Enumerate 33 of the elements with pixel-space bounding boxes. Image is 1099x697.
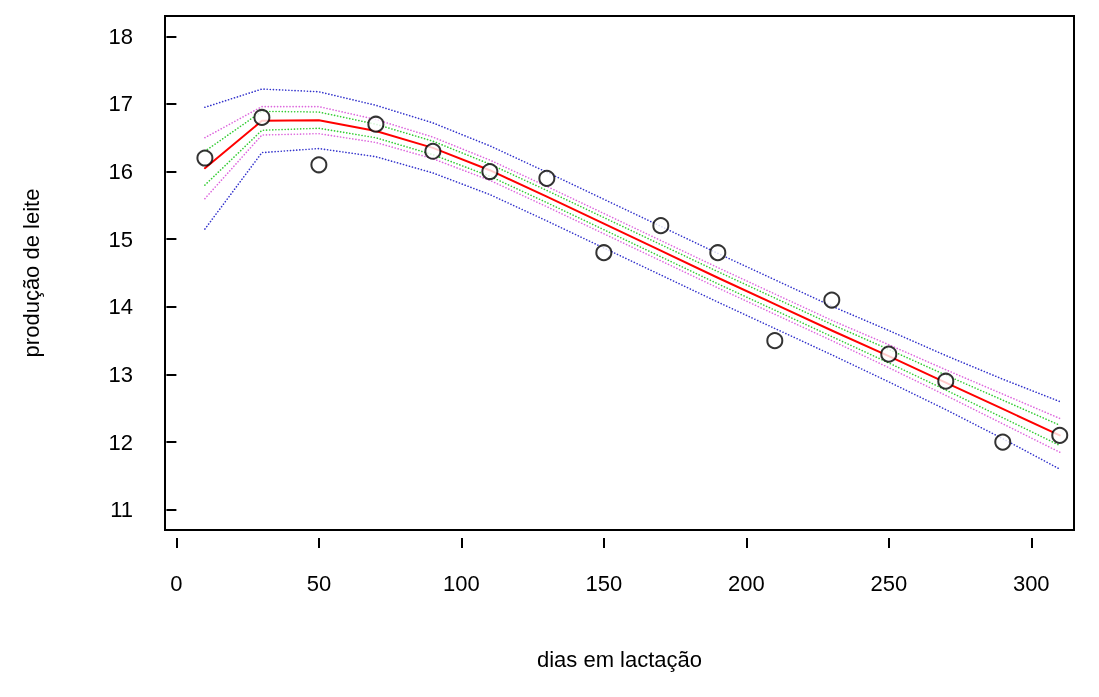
point [652, 217, 670, 235]
point [994, 433, 1012, 451]
point [481, 163, 499, 181]
y-tick-label: 12 [108, 429, 133, 455]
point [595, 244, 613, 262]
y-tick-label: 16 [108, 159, 133, 185]
y-tick-label: 14 [108, 294, 133, 320]
point [709, 244, 727, 262]
y-tick-label: 18 [108, 23, 133, 49]
x-tick-label: 250 [870, 570, 908, 596]
point [310, 156, 328, 174]
x-tick-label: 0 [170, 570, 183, 596]
point [937, 372, 955, 390]
point [424, 142, 442, 160]
x-tick-label: 300 [1012, 570, 1050, 596]
y-axis-title: produção de leite [18, 188, 44, 358]
point [538, 169, 556, 187]
y-tick-label: 13 [108, 361, 133, 387]
y-tick-label: 15 [108, 226, 133, 252]
point [880, 345, 898, 363]
y-tick-label: 11 [110, 497, 133, 523]
y-tick-label: 17 [108, 91, 133, 117]
point [253, 108, 271, 126]
point [766, 332, 784, 350]
point [367, 115, 385, 133]
x-tick-label: 100 [442, 570, 480, 596]
point [196, 149, 214, 167]
x-tick-label: 150 [585, 570, 623, 596]
x-tick-label: 200 [727, 570, 765, 596]
x-axis-title: dias em lactação [536, 646, 703, 672]
point [823, 291, 841, 309]
x-tick-label: 50 [306, 570, 332, 596]
point [1051, 426, 1069, 444]
